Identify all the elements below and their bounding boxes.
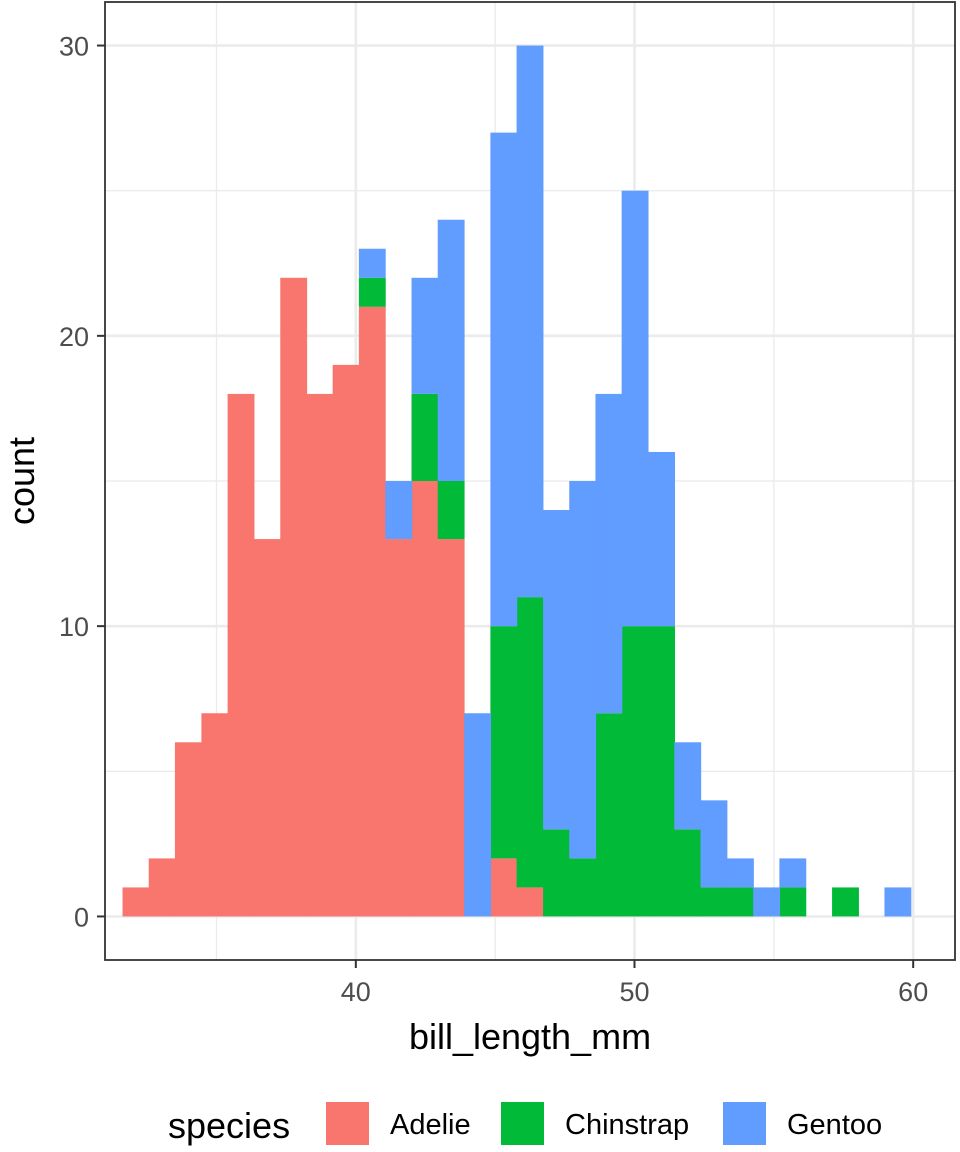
- bar-adelie: [306, 393, 334, 917]
- bar-gentoo: [674, 742, 702, 830]
- bar-adelie: [253, 539, 281, 917]
- y-axis-title: count: [1, 437, 42, 525]
- bars: [122, 45, 912, 917]
- bar-adelie: [385, 539, 413, 917]
- bar-adelie: [122, 887, 150, 917]
- legend-label-chinstrap: Chinstrap: [565, 1109, 689, 1141]
- bar-adelie: [437, 539, 465, 917]
- bar-gentoo: [385, 481, 413, 540]
- bar-adelie: [358, 306, 386, 917]
- bar-adelie: [148, 858, 176, 917]
- bar-chinstrap: [516, 597, 544, 888]
- x-tick-label: 50: [619, 977, 649, 1007]
- y-tick-label: 10: [59, 612, 89, 642]
- bar-chinstrap: [411, 393, 439, 481]
- bar-gentoo: [779, 858, 807, 888]
- bar-adelie: [227, 393, 255, 917]
- bar-chinstrap: [832, 887, 859, 917]
- bar-gentoo: [569, 481, 597, 859]
- bar-chinstrap: [543, 829, 570, 917]
- legend-title: species: [168, 1105, 290, 1146]
- bar-chinstrap: [595, 713, 623, 917]
- bar-gentoo: [516, 45, 544, 598]
- y-tick-label: 20: [59, 322, 89, 352]
- bar-chinstrap: [648, 626, 675, 917]
- bar-gentoo: [437, 219, 465, 481]
- bar-gentoo: [595, 393, 623, 714]
- y-tick-label: 0: [74, 902, 89, 932]
- bar-chinstrap: [621, 626, 649, 917]
- bar-gentoo: [464, 713, 492, 917]
- bar-adelie: [174, 742, 202, 917]
- bar-adelie: [490, 858, 518, 917]
- bar-chinstrap: [674, 829, 702, 917]
- legend-label-adelie: Adelie: [390, 1109, 471, 1141]
- y-tick-label: 30: [59, 32, 89, 62]
- bar-gentoo: [490, 132, 518, 627]
- bar-gentoo: [884, 887, 912, 917]
- bar-chinstrap: [437, 481, 465, 540]
- legend-label-gentoo: Gentoo: [787, 1109, 882, 1141]
- bar-chinstrap: [490, 626, 518, 859]
- x-tick-label: 60: [898, 977, 928, 1007]
- x-tick-label: 40: [341, 977, 371, 1007]
- bar-adelie: [332, 364, 360, 917]
- legend: species Adelie Chinstrap Gentoo: [168, 1102, 882, 1146]
- bar-gentoo: [700, 800, 728, 888]
- legend-key-chinstrap: [501, 1102, 544, 1145]
- bar-gentoo: [753, 887, 781, 917]
- bar-chinstrap: [726, 887, 754, 917]
- bar-adelie: [280, 277, 308, 917]
- x-axis-title: bill_length_mm: [409, 1016, 651, 1057]
- bar-gentoo: [621, 190, 649, 627]
- bar-gentoo: [411, 277, 439, 394]
- bar-adelie: [201, 713, 229, 917]
- panel-border: [104, 1, 956, 961]
- bar-gentoo: [358, 248, 386, 278]
- axis-ticks: 0 10 20 30 40 50 60: [59, 32, 928, 1007]
- bar-chinstrap: [779, 887, 807, 917]
- bar-chinstrap: [358, 277, 386, 307]
- legend-key-adelie: [326, 1102, 369, 1145]
- bar-chinstrap: [569, 858, 597, 917]
- bar-adelie: [411, 481, 439, 917]
- bar-gentoo: [543, 510, 570, 830]
- bar-adelie: [516, 887, 544, 917]
- bar-chinstrap: [700, 887, 728, 917]
- bar-gentoo: [648, 451, 675, 627]
- bar-gentoo: [726, 858, 754, 888]
- legend-key-gentoo: [723, 1102, 766, 1145]
